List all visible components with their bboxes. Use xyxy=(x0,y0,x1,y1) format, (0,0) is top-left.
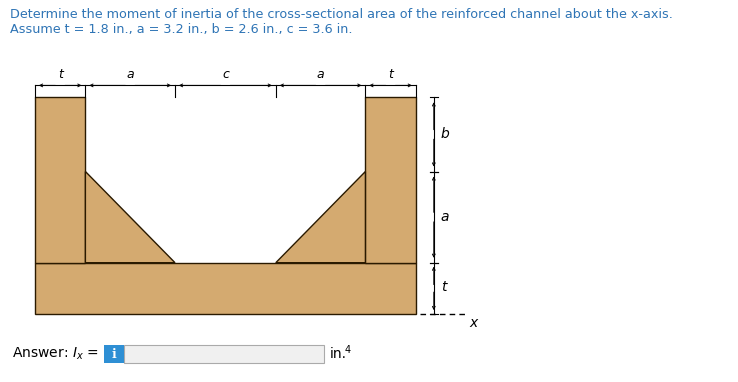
Text: i: i xyxy=(111,348,117,361)
Text: a: a xyxy=(126,68,134,81)
Polygon shape xyxy=(276,172,365,263)
Text: Assume t = 1.8 in., a = 3.2 in., b = 2.6 in., c = 3.6 in.: Assume t = 1.8 in., a = 3.2 in., b = 2.6… xyxy=(10,23,353,36)
Text: c: c xyxy=(222,68,229,81)
Text: a: a xyxy=(317,68,325,81)
Text: Answer: $I_x$ =: Answer: $I_x$ = xyxy=(12,346,99,362)
Polygon shape xyxy=(86,172,175,263)
Text: t: t xyxy=(441,280,446,295)
Text: b: b xyxy=(441,128,449,141)
FancyBboxPatch shape xyxy=(124,345,324,363)
Text: Determine the moment of inertia of the cross-sectional area of the reinforced ch: Determine the moment of inertia of the c… xyxy=(10,8,673,21)
Polygon shape xyxy=(365,97,415,263)
Polygon shape xyxy=(35,97,86,263)
FancyBboxPatch shape xyxy=(104,345,124,363)
Text: a: a xyxy=(441,210,449,224)
Text: t: t xyxy=(58,68,63,81)
Text: x: x xyxy=(470,316,478,330)
Text: 4: 4 xyxy=(345,345,351,355)
Polygon shape xyxy=(35,263,415,314)
Text: in.: in. xyxy=(330,347,347,361)
Text: t: t xyxy=(388,68,393,81)
